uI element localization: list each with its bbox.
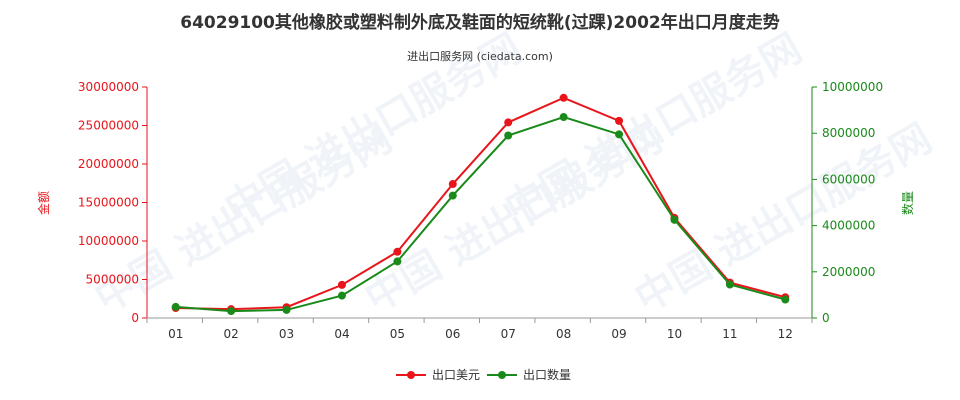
x-tick-label: 04 <box>334 327 349 341</box>
series-1-point <box>337 280 346 289</box>
axes <box>142 86 817 323</box>
x-tick-label: 09 <box>611 327 626 341</box>
series-2-point <box>725 280 734 289</box>
legend-swatch-marker <box>407 371 415 379</box>
x-tick-label: 01 <box>168 327 183 341</box>
series-2-point <box>282 305 291 314</box>
y-right-tick-label: 2000000 <box>822 265 875 279</box>
y-left-tick-label: 30000000 <box>78 80 139 94</box>
y-left-tick-label: 15000000 <box>78 196 139 210</box>
series-1-point <box>615 116 624 125</box>
x-tick-label: 11 <box>722 327 737 341</box>
y-right-tick-label: 8000000 <box>822 126 875 140</box>
x-tick-label: 12 <box>778 327 793 341</box>
series-2-point <box>337 291 346 300</box>
series-1-point <box>448 180 457 189</box>
y-axis-left-label: 金额 <box>36 191 51 215</box>
legend-swatch-marker <box>498 371 506 379</box>
series-2-point <box>227 307 236 316</box>
y-left-tick-label: 5000000 <box>86 273 139 287</box>
x-tick-label: 05 <box>390 327 405 341</box>
y-left-tick-label: 20000000 <box>78 157 139 171</box>
legend-label: 出口美元 <box>432 368 480 382</box>
x-tick-label: 08 <box>556 327 571 341</box>
series-layer <box>171 93 790 316</box>
series-line-1 <box>175 96 786 311</box>
y-left-tick-label: 25000000 <box>78 119 139 133</box>
series-line-2 <box>175 115 786 313</box>
series-1-point <box>559 93 568 102</box>
x-tick-label: 06 <box>445 327 460 341</box>
legend-label: 出口数量 <box>523 367 571 382</box>
series-2-point <box>559 113 568 122</box>
chart-title: 64029100其他橡胶或塑料制外底及鞋面的短统靴(过踝)2002年出口月度走势 <box>180 13 780 33</box>
series-2-point <box>615 130 624 139</box>
chart-subtitle: 进出口服务网 (ciedata.com) <box>407 50 553 63</box>
tick-labels: 0500000010000000150000002000000025000000… <box>78 80 883 341</box>
x-tick-label: 07 <box>501 327 516 341</box>
series-2-point <box>171 302 180 311</box>
y-right-tick-label: 10000000 <box>822 80 883 94</box>
y-right-tick-label: 6000000 <box>822 172 875 186</box>
legend: 出口美元 出口数量 <box>396 367 571 382</box>
series-1-point <box>393 247 402 256</box>
y-right-tick-label: 4000000 <box>822 219 875 233</box>
x-tick-label: 10 <box>667 327 682 341</box>
series-2-point <box>448 191 457 200</box>
series-2-point <box>393 257 402 266</box>
watermark-text: 中国 进出口服务网 <box>217 25 529 232</box>
x-tick-label: 03 <box>279 327 294 341</box>
y-right-tick-label: 0 <box>822 311 830 325</box>
series-2-point <box>670 215 679 224</box>
y-left-tick-label: 10000000 <box>78 234 139 248</box>
y-left-tick-label: 0 <box>131 311 139 325</box>
watermark-text: 中国 进出口服务网 <box>497 25 809 232</box>
series-2-point <box>504 131 513 140</box>
x-tick-label: 02 <box>223 327 238 341</box>
series-2-point <box>781 295 790 304</box>
y-axis-right-label: 数量 <box>900 191 915 215</box>
series-1-point <box>504 118 513 127</box>
